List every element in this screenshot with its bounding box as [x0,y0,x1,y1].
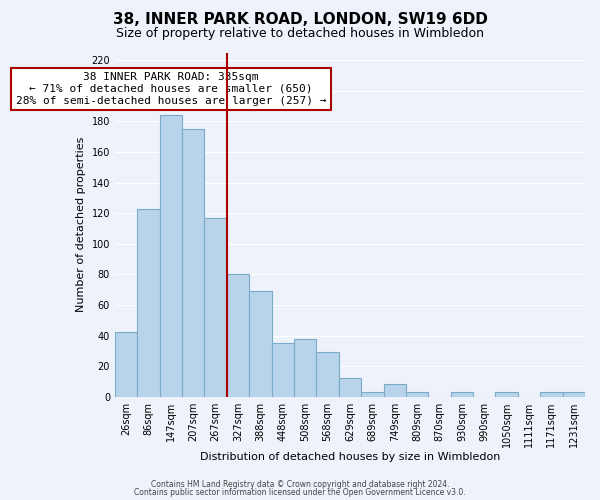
Bar [182,129,205,396]
Bar [294,338,316,396]
Bar [451,392,473,396]
Bar [339,378,361,396]
Bar [205,218,227,396]
Bar [160,115,182,396]
Bar [227,274,249,396]
Bar [316,352,339,397]
Text: Contains public sector information licensed under the Open Government Licence v3: Contains public sector information licen… [134,488,466,497]
Bar [496,392,518,396]
Text: Size of property relative to detached houses in Wimbledon: Size of property relative to detached ho… [116,28,484,40]
Bar [383,384,406,396]
Bar [115,332,137,396]
Bar [249,291,272,397]
Y-axis label: Number of detached properties: Number of detached properties [76,137,86,312]
X-axis label: Distribution of detached houses by size in Wimbledon: Distribution of detached houses by size … [200,452,500,462]
Bar [563,392,585,396]
Text: 38, INNER PARK ROAD, LONDON, SW19 6DD: 38, INNER PARK ROAD, LONDON, SW19 6DD [113,12,487,28]
Bar [272,343,294,396]
Bar [137,208,160,396]
Bar [540,392,563,396]
Bar [406,392,428,396]
Text: Contains HM Land Registry data © Crown copyright and database right 2024.: Contains HM Land Registry data © Crown c… [151,480,449,489]
Bar [361,392,383,396]
Text: 38 INNER PARK ROAD: 335sqm
← 71% of detached houses are smaller (650)
28% of sem: 38 INNER PARK ROAD: 335sqm ← 71% of deta… [16,72,326,106]
